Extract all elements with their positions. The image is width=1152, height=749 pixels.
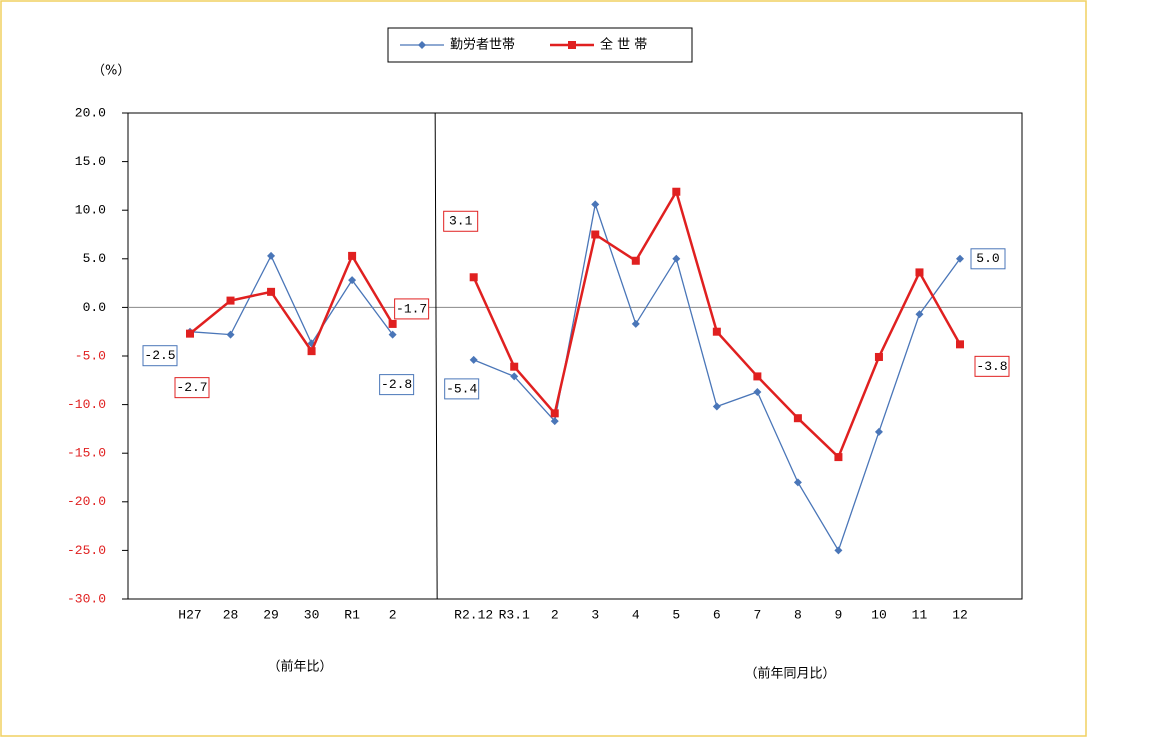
point [874,352,883,361]
point [348,276,357,285]
x-tick-label: 12 [952,607,968,622]
point [834,546,843,555]
point [388,330,397,339]
point [591,230,600,239]
value-label-box [394,298,430,320]
legend-marker [568,41,576,49]
x-tick-label: 30 [304,607,320,622]
y-tick-label: 15.0 [75,154,106,169]
value-label-box [142,345,178,367]
point [226,296,235,305]
x-tick-label: 11 [912,607,928,622]
x-tick-label: 4 [632,607,640,622]
value-label: 3.1 [449,214,473,229]
value-label: -2.7 [176,380,207,395]
point [510,372,519,381]
point [672,254,681,263]
point [307,347,316,356]
x-tick-label: H27 [178,607,201,622]
point [956,254,964,263]
point [267,251,276,260]
section-divider [434,112,438,600]
value-label: -2.5 [144,348,175,363]
point [186,329,194,338]
x-tick-label: 10 [871,607,887,622]
y-tick-label: -15.0 [67,446,106,461]
point [469,273,478,282]
point [874,427,883,436]
y-tick-label: 10.0 [75,203,106,218]
point [915,310,924,319]
point [712,402,721,411]
y-tick-label: -25.0 [67,543,106,558]
y-tick-label: -30.0 [67,591,106,606]
plot-area [127,112,1023,600]
legend-marker [418,41,426,49]
value-label-box [379,374,415,396]
value-label-box [444,378,480,400]
x-tick-label: 6 [713,607,721,622]
point [226,330,235,339]
x-tick-label: 5 [672,607,680,622]
legend-label: 勤労者世帯 [450,38,515,53]
point [753,372,762,381]
y-tick-label: -5.0 [75,348,106,363]
point [956,340,964,349]
point [348,251,357,260]
x-tick-label: 3 [591,607,599,622]
x-tick-label: 2 [551,607,559,622]
value-label: -3.8 [976,359,1007,374]
point [591,200,600,209]
point [631,319,640,328]
point [915,268,924,277]
y-tick-label: 0.0 [83,300,106,315]
value-label-box [974,355,1010,377]
point [267,287,276,296]
x-tick-label: 29 [263,607,279,622]
value-label-box [443,210,479,232]
value-label: -1.7 [396,301,427,316]
x-tick-label: R1 [344,607,360,622]
y-axis-label: （%） [92,64,130,79]
point [510,362,519,371]
section-label: （前年比） [267,659,332,675]
y-tick-label: 5.0 [83,251,106,266]
x-tick-label: 2 [389,607,397,622]
point [793,414,802,423]
y-tick-label: -10.0 [67,397,106,412]
value-label: -5.4 [446,381,477,396]
point [631,256,640,265]
point [834,453,843,462]
x-tick-label: 28 [223,607,239,622]
point [793,478,802,487]
section-label: （前年同月比） [744,666,835,682]
point [469,355,478,364]
x-tick-label: 8 [794,607,802,622]
y-tick-label: -20.0 [67,494,106,509]
value-label: -2.8 [381,377,412,392]
x-tick-label: R2.12 [454,607,493,622]
point [550,417,559,426]
point [388,319,397,328]
legend-label: 全 世 帯 [600,37,647,53]
x-tick-label: R3.1 [499,607,530,622]
value-label-box [970,248,1006,270]
y-tick-label: 20.0 [75,105,106,120]
point [712,327,721,336]
x-tick-label: 9 [835,607,843,622]
value-label: 5.0 [976,251,999,266]
point [672,187,681,196]
x-tick-label: 7 [753,607,761,622]
point [753,387,762,396]
value-label-box [174,377,210,399]
point [550,409,559,418]
